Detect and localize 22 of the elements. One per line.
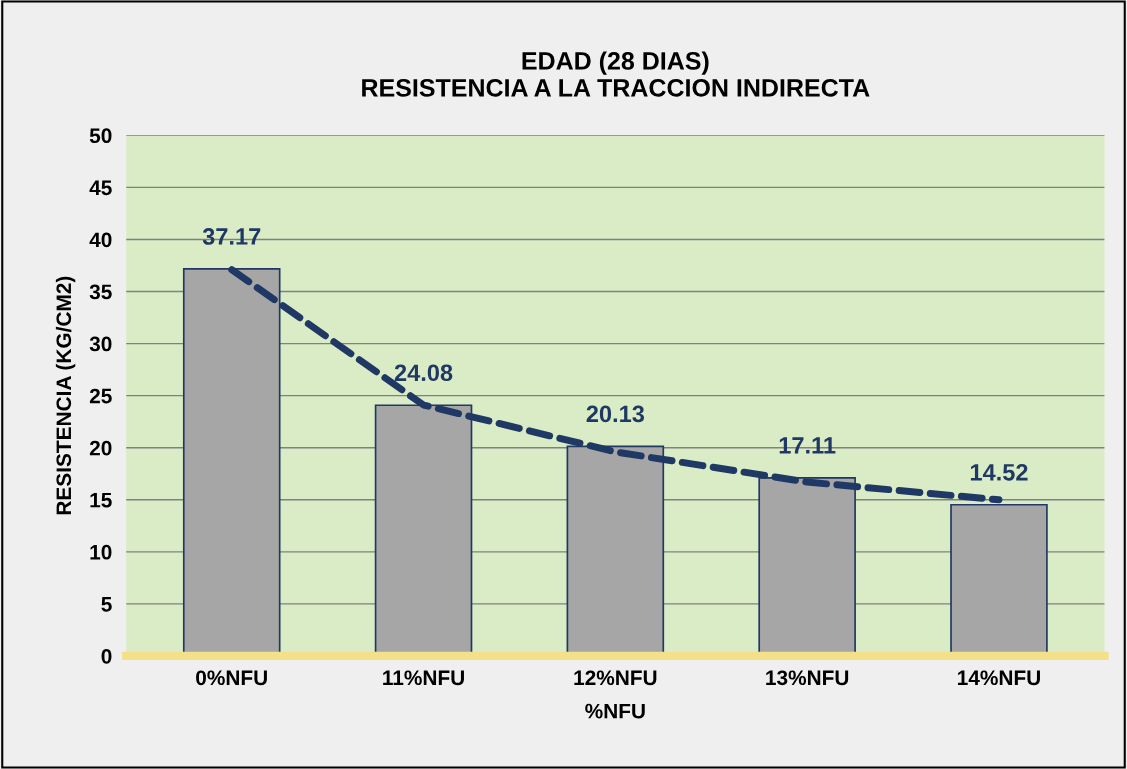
x-tick-label: 12%NFU [574,670,657,686]
x-tick-label: 0%NFU [196,670,267,686]
y-tick-label: 30 [89,336,112,352]
data-label: 24.08 [394,364,453,382]
x-tick-label: 14%NFU [958,670,1040,686]
y-tick-label: 35 [89,284,112,300]
y-tick-label: 5 [101,597,112,612]
y-axis-title: RESISTENCIA (KG/CM2) [55,276,76,515]
y-tick-label: 0 [101,648,112,664]
x-tick-label: 13%NFU [766,670,849,686]
y-tick-label: 15 [90,492,112,508]
y-tick-label: 45 [89,180,112,196]
chart-title: EDAD (28 DIAS) RESISTENCIA A LA TRACCION INDIRECTA [362,51,870,97]
y-tick-label: 50 [89,128,112,144]
y-tick-label: 25 [89,388,112,404]
data-label: 20.13 [586,405,645,423]
y-tick-label: 10 [90,544,112,560]
y-tick-label: 40 [89,232,112,248]
x-axis-title: %NFU [585,703,645,719]
y-tick-label: 20 [89,440,112,456]
x-tick-label: 11%NFU [383,670,464,686]
data-label: 14.52 [970,463,1028,481]
